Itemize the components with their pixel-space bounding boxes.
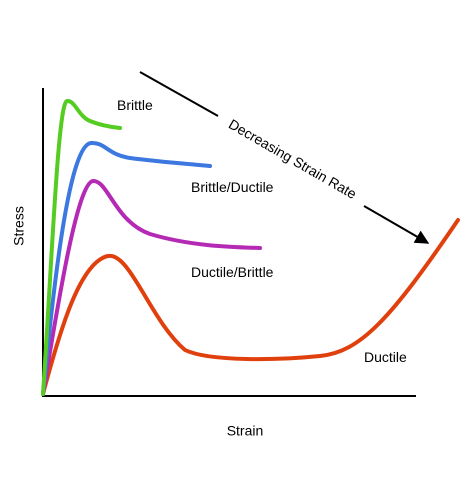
ductile-brittle-curve [41,179,262,396]
brittle-curve [41,99,122,396]
curve-label: Brittle [117,97,153,113]
curve-label: Brittle/Ductile [191,179,274,195]
x-axis-label: Strain [227,423,264,439]
curve-label: Ductile [364,349,407,365]
brittle-ductile-curve [41,140,212,396]
ductile-curve [41,218,460,396]
curve-label: Ductile/Brittle [191,264,274,280]
y-axis-label: Stress [11,206,27,246]
arrow-start [139,71,219,117]
arrow-end [363,205,430,244]
